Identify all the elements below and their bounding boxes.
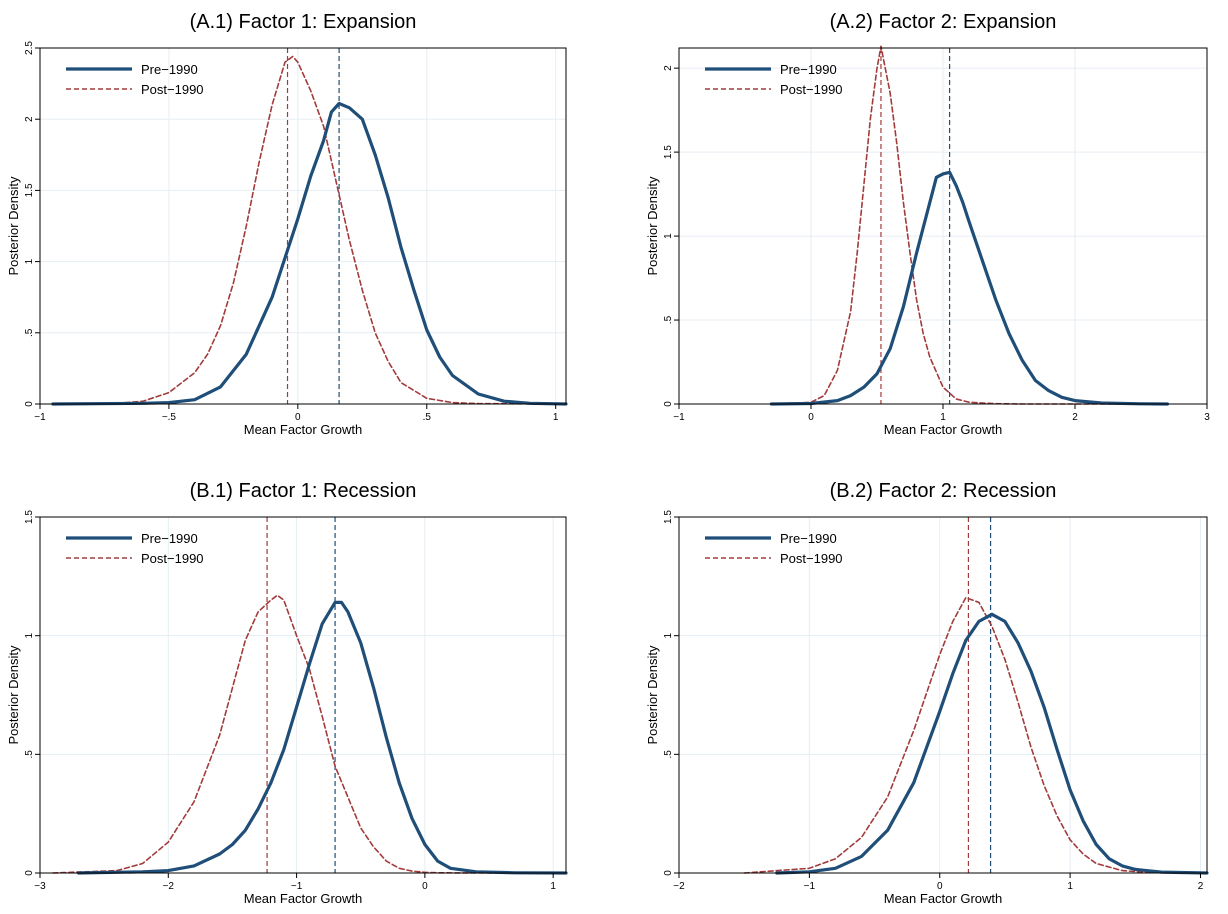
x-axis-label: Mean Factor Growth — [244, 891, 363, 906]
plot-area — [40, 48, 566, 404]
x-tick-label: 0 — [422, 881, 428, 892]
density-curve-post-1990 — [743, 596, 1208, 874]
x-axis-label: Mean Factor Growth — [884, 422, 1003, 437]
legend-label-pre-1990: Pre−1990 — [141, 531, 198, 546]
y-tick-label: 0 — [24, 870, 35, 876]
chart-title: (B.2) Factor 2: Recession — [830, 480, 1057, 502]
plot-frame — [678, 516, 1208, 874]
x-axis-label: Mean Factor Growth — [244, 422, 363, 437]
legend-label-post-1990: Post−1990 — [141, 82, 204, 97]
x-tick-label: −1 — [34, 412, 46, 423]
y-tick-label: .5 — [663, 315, 674, 324]
y-tick-label: 1.5 — [24, 510, 35, 524]
y-tick-label: 1 — [24, 632, 35, 638]
x-tick-label: −3 — [34, 881, 46, 892]
y-axis-label: Posterior Density — [645, 176, 660, 275]
y-tick-label: 0 — [663, 401, 674, 407]
y-tick-label: .5 — [663, 750, 674, 759]
chart-title: (A.1) Factor 1: Expansion — [190, 11, 417, 33]
legend-label-post-1990: Post−1990 — [780, 82, 843, 97]
density-curve-pre-1990 — [775, 612, 1209, 875]
legend-label-pre-1990: Pre−1990 — [780, 62, 837, 77]
x-tick-label: −1 — [804, 881, 816, 892]
x-tick-label: 2 — [1198, 881, 1204, 892]
plot-frame — [39, 516, 567, 874]
y-tick-label: .5 — [24, 328, 35, 337]
x-tick-label: 1 — [553, 412, 559, 423]
y-tick-label: .5 — [24, 750, 35, 759]
y-axis-label: Posterior Density — [6, 645, 21, 744]
x-tick-label: .5 — [423, 412, 432, 423]
y-tick-label: 1 — [663, 233, 674, 239]
density-curve-pre-1990 — [51, 101, 568, 406]
y-tick-label: 2.5 — [24, 41, 35, 55]
legend-label-post-1990: Post−1990 — [780, 551, 843, 566]
y-tick-label: 1.5 — [24, 183, 35, 197]
y-tick-label: 1.5 — [663, 510, 674, 524]
y-tick-label: 2 — [663, 65, 674, 71]
x-tick-label: −2 — [163, 881, 175, 892]
y-tick-label: 2 — [24, 116, 35, 122]
legend-label-pre-1990: Pre−1990 — [141, 62, 198, 77]
plot-area — [40, 517, 566, 873]
legend: Pre−1990 Post−1990 — [705, 62, 843, 97]
plot-frame — [39, 47, 567, 405]
chart-panel-4: −2 −1 0 1 2 0 .5 1 1.5 (B.2) Factor 2: Recession M… — [645, 480, 1209, 906]
y-tick-label: 1 — [663, 632, 674, 638]
x-tick-label: 0 — [808, 412, 814, 423]
plot-area — [679, 517, 1207, 873]
chart-panel-1: −1 −.5 0 .5 1 0 .5 1 1.5 2 2.5 (A.1) Factor 1: Expa… — [6, 11, 568, 437]
y-axis-label: Posterior Density — [645, 645, 660, 744]
chart-panel-2: −1 0 1 2 3 0 .5 1 1.5 2 (A.2) Factor 2: Expansion M… — [645, 11, 1210, 437]
x-tick-label: 2 — [1072, 412, 1078, 423]
density-curve-pre-1990 — [76, 600, 568, 875]
legend-label-pre-1990: Pre−1990 — [780, 531, 837, 546]
legend: Pre−1990 Post−1990 — [66, 531, 204, 566]
x-tick-label: −2 — [673, 881, 685, 892]
x-axis-label: Mean Factor Growth — [884, 891, 1003, 906]
x-tick-label: 1 — [940, 412, 946, 423]
y-tick-label: 0 — [663, 870, 674, 876]
density-curve-post-1990 — [770, 45, 1169, 405]
chart-title: (A.2) Factor 2: Expansion — [830, 11, 1057, 33]
y-tick-label: 1 — [24, 258, 35, 264]
density-curve-post-1990 — [52, 55, 567, 405]
legend: Pre−1990 Post−1990 — [66, 62, 204, 97]
x-tick-label: −1 — [291, 881, 303, 892]
density-curve-pre-1990 — [769, 170, 1169, 406]
chart-title: (B.1) Factor 1: Recession — [190, 480, 417, 502]
x-tick-label: 0 — [937, 881, 943, 892]
x-tick-label: 1 — [550, 881, 556, 892]
x-tick-label: 0 — [295, 412, 301, 423]
y-tick-label: 0 — [24, 401, 35, 407]
y-axis-label: Posterior Density — [6, 176, 21, 275]
x-tick-label: 1 — [1067, 881, 1073, 892]
legend-label-post-1990: Post−1990 — [141, 551, 204, 566]
density-curve-post-1990 — [52, 594, 567, 874]
x-tick-label: −1 — [673, 412, 685, 423]
legend: Pre−1990 Post−1990 — [705, 531, 843, 566]
x-tick-label: 3 — [1204, 412, 1210, 423]
chart-panel-3: −3 −2 −1 0 1 0 .5 1 1.5 (B.1) Factor 1: Recession… — [6, 480, 568, 906]
y-tick-label: 1.5 — [663, 145, 674, 159]
x-tick-label: −.5 — [162, 412, 177, 423]
